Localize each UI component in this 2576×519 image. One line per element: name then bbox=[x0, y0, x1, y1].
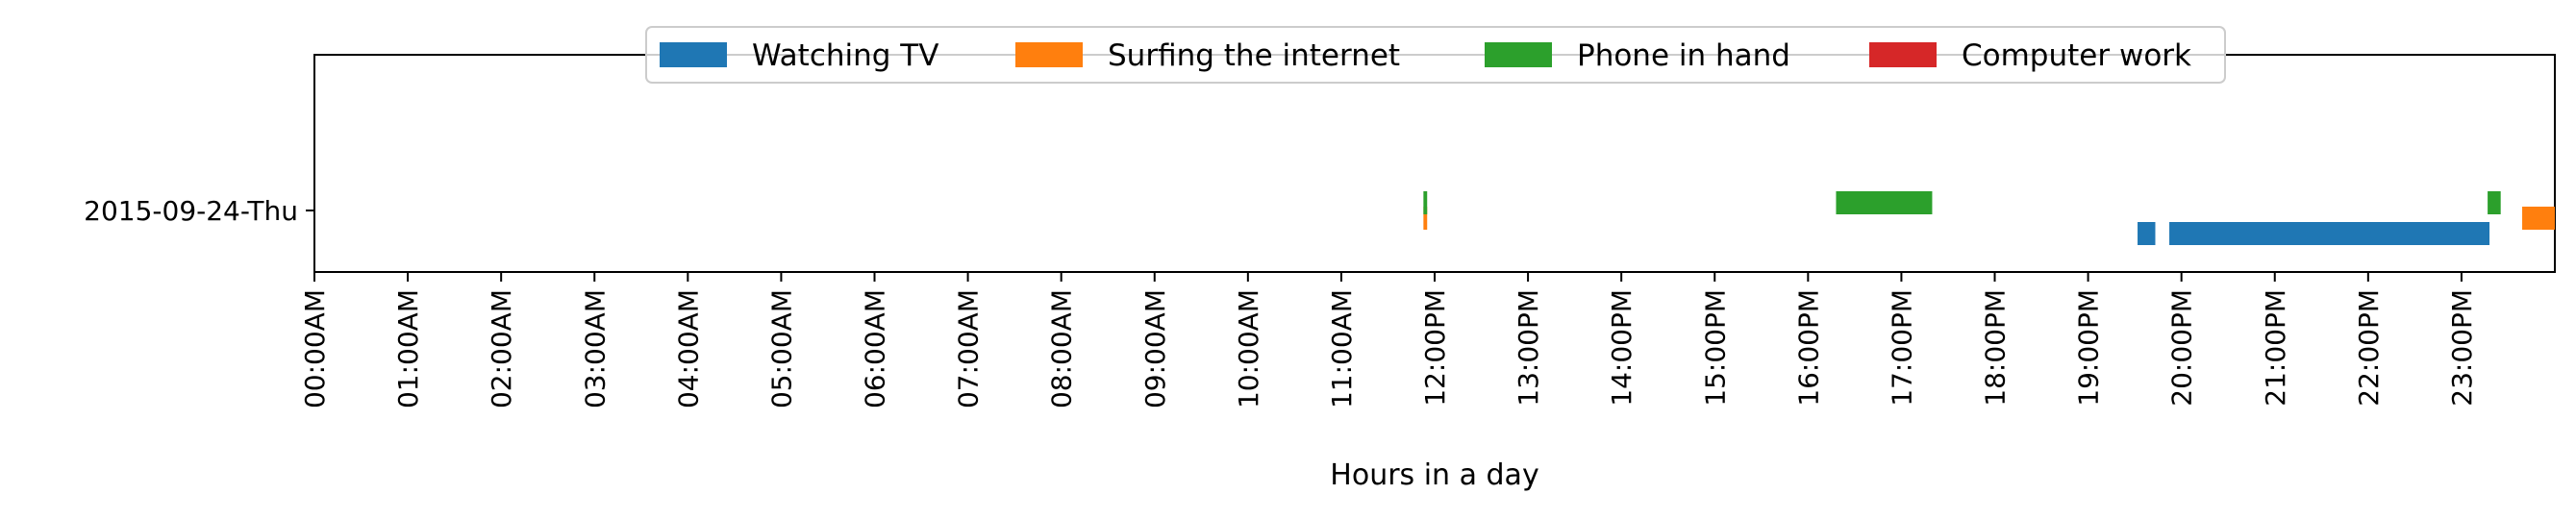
x-tick-label: 11:00AM bbox=[1326, 289, 1358, 408]
legend-label: Phone in hand bbox=[1577, 38, 1790, 73]
x-tick-label: 15:00PM bbox=[1699, 289, 1731, 407]
x-tick-label: 19:00PM bbox=[2073, 289, 2105, 407]
x-tick-label: 13:00PM bbox=[1513, 289, 1544, 407]
legend-swatch bbox=[1485, 42, 1552, 67]
x-tick-label: 17:00PM bbox=[1886, 289, 1917, 407]
x-axis-label: Hours in a day bbox=[1330, 458, 1538, 492]
x-tick-label: 03:00AM bbox=[579, 289, 611, 408]
bars bbox=[1423, 191, 2555, 245]
x-tick-label: 21:00PM bbox=[2260, 289, 2291, 407]
x-tick-label: 14:00PM bbox=[1606, 289, 1638, 407]
x-tick-label: 18:00PM bbox=[1980, 289, 2012, 407]
legend-swatch bbox=[1015, 42, 1083, 67]
x-tick-label: 10:00AM bbox=[1233, 289, 1264, 408]
x-axis: 00:00AM 01:00AM 02:00AM 03:00AM 04:00AM 05:00… bbox=[299, 272, 2478, 408]
x-tick-label: 08:00AM bbox=[1046, 289, 1078, 408]
activity-bar bbox=[2488, 191, 2501, 214]
activity-bar bbox=[1423, 191, 1428, 214]
y-tick-label: 2015-09-24-Thu bbox=[84, 195, 298, 227]
activity-bar bbox=[2169, 222, 2490, 245]
legend-label: Computer work bbox=[1962, 38, 2191, 73]
activity-bar bbox=[2138, 222, 2156, 245]
legend-swatch bbox=[1869, 42, 1937, 67]
x-tick-label: 12:00PM bbox=[1419, 289, 1451, 407]
x-tick-label: 20:00PM bbox=[2166, 289, 2198, 407]
legend: Watching TV Surfing the internet Phone in … bbox=[645, 26, 2226, 84]
legend-label: Watching TV bbox=[752, 38, 938, 73]
x-tick-label: 06:00AM bbox=[860, 289, 891, 408]
x-tick-label: 22:00PM bbox=[2353, 289, 2385, 407]
legend-box bbox=[645, 26, 2226, 84]
activity-bar bbox=[1423, 207, 1428, 230]
x-tick-label: 00:00AM bbox=[299, 289, 331, 408]
activity-bar bbox=[2522, 207, 2555, 230]
x-tick-label: 01:00AM bbox=[392, 289, 424, 408]
x-tick-label: 02:00AM bbox=[486, 289, 517, 408]
x-tick-label: 09:00AM bbox=[1139, 289, 1171, 408]
x-tick-label: 23:00PM bbox=[2446, 289, 2478, 407]
legend-swatch bbox=[660, 42, 727, 67]
x-tick-label: 04:00AM bbox=[672, 289, 704, 408]
x-tick-label: 07:00AM bbox=[953, 289, 985, 408]
legend-label: Surfing the internet bbox=[1108, 38, 1400, 73]
activity-bar bbox=[1836, 191, 1933, 214]
y-axis: 2015-09-24-Thu bbox=[84, 195, 314, 227]
x-tick-label: 16:00PM bbox=[1792, 289, 1824, 407]
x-tick-label: 05:00AM bbox=[765, 289, 797, 408]
